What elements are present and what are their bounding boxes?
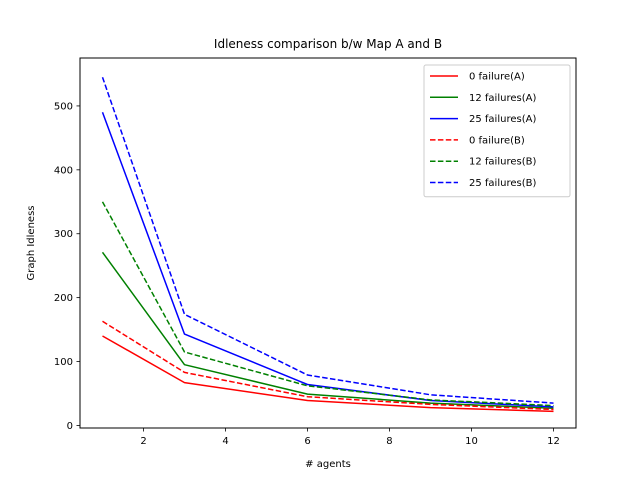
x-axis-ticks: 2 4 6 8 10 12 xyxy=(140,428,560,447)
legend-label: 12 failures(B) xyxy=(469,157,536,168)
series-line-12-failures-a xyxy=(101,251,554,409)
legend-label: 25 failures(B) xyxy=(469,178,536,189)
legend: 0 failure(A) 12 failures(A) 25 failures(A)… xyxy=(423,64,571,198)
y-axis-label: Graph Idleness xyxy=(26,206,37,281)
x-tick-label: 6 xyxy=(304,436,310,447)
x-tick-label: 4 xyxy=(222,436,228,447)
series-line-25-failures-b xyxy=(101,76,554,404)
x-tick-label: 8 xyxy=(386,436,392,447)
series-line-12-failures-b xyxy=(101,201,554,407)
legend-label: 0 failure(B) xyxy=(469,135,525,146)
legend-box xyxy=(423,64,571,198)
series-line-0-failure-b xyxy=(102,320,554,411)
series-line-0-failure-a xyxy=(102,335,554,413)
y-tick-label: 500 xyxy=(54,101,73,112)
x-tick-label: 12 xyxy=(547,436,560,447)
y-tick-label: 200 xyxy=(54,293,73,304)
chart-title: Idleness comparison b/w Map A and B xyxy=(214,37,442,51)
x-tick-label: 2 xyxy=(140,436,146,447)
y-axis-ticks: 0 100 200 300 400 500 xyxy=(54,101,80,432)
plot-frame xyxy=(79,57,577,429)
legend-label: 12 failures(A) xyxy=(469,93,536,104)
y-tick-label: 0 xyxy=(67,421,73,432)
x-tick-label: 10 xyxy=(465,436,478,447)
legend-label: 0 failure(A) xyxy=(469,72,525,83)
x-axis-label: # agents xyxy=(305,459,351,470)
y-tick-label: 300 xyxy=(54,229,73,240)
series-layer xyxy=(101,76,554,413)
series-line-25-failures-a xyxy=(101,112,554,408)
y-tick-label: 100 xyxy=(54,357,73,368)
y-tick-label: 400 xyxy=(54,165,73,176)
legend-label: 25 failures(A) xyxy=(469,114,536,125)
